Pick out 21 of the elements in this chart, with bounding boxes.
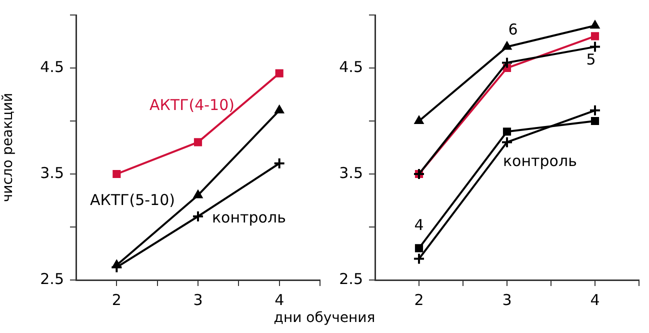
- series-label: АКТГ(5-10): [90, 191, 175, 210]
- y-tick-label: 4.5: [339, 58, 363, 76]
- series-label: контроль: [212, 208, 286, 226]
- series-label: 4: [414, 216, 424, 234]
- x-tick-label: 4: [590, 290, 600, 309]
- x-tick-label: 2: [112, 290, 122, 309]
- x-tick-label: 2: [414, 290, 424, 309]
- series-label: 5: [586, 50, 596, 69]
- series-label: контроль: [503, 152, 577, 170]
- y-tick-label: 3.5: [40, 164, 64, 182]
- y-tick-label: 2.5: [40, 270, 64, 288]
- y-tick-label: 3.5: [339, 164, 363, 182]
- x-tick-label: 3: [502, 290, 512, 309]
- series-label: АКТГ(4-10): [150, 96, 234, 114]
- series-label: 6: [508, 20, 518, 39]
- x-tick-label: 3: [193, 290, 203, 309]
- y-axis-title: число реакций: [0, 92, 16, 202]
- y-tick-label: 2.5: [339, 270, 363, 288]
- x-tick-label: 4: [274, 290, 284, 309]
- x-axis-title: дни обучения: [272, 310, 376, 326]
- y-tick-label: 4.5: [40, 58, 64, 76]
